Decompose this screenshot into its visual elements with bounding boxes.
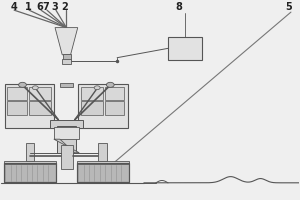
Text: 3: 3 [51, 2, 58, 12]
Text: 7: 7 [42, 2, 49, 12]
Bar [4, 163, 56, 182]
Bar [105, 87, 124, 100]
Bar [60, 83, 73, 87]
Bar [4, 163, 56, 182]
Bar [61, 145, 73, 169]
Polygon shape [55, 28, 78, 55]
Circle shape [32, 86, 38, 90]
Bar [50, 120, 83, 128]
Bar [5, 84, 54, 128]
Bar [168, 37, 202, 60]
Bar [81, 101, 103, 115]
Bar [78, 84, 128, 128]
Bar [7, 87, 27, 100]
Bar [62, 54, 70, 60]
Bar [98, 143, 107, 161]
Bar [26, 143, 34, 161]
Bar [77, 163, 129, 182]
Text: 4: 4 [11, 2, 17, 12]
Text: 1: 1 [25, 2, 32, 12]
Polygon shape [54, 139, 79, 153]
Bar [105, 101, 124, 115]
Bar [7, 101, 27, 115]
Text: 6: 6 [36, 2, 43, 12]
Circle shape [94, 86, 100, 90]
Bar [77, 161, 129, 164]
Bar [29, 101, 52, 115]
Bar [57, 126, 76, 153]
Circle shape [106, 82, 114, 87]
Bar [29, 87, 52, 100]
Bar [4, 161, 56, 164]
Text: 5: 5 [285, 2, 292, 12]
Text: 8: 8 [175, 2, 182, 12]
Circle shape [19, 82, 26, 87]
Bar [81, 87, 103, 100]
Bar [77, 163, 129, 182]
Bar [54, 127, 79, 139]
Bar [61, 59, 71, 64]
Text: 2: 2 [61, 2, 68, 12]
